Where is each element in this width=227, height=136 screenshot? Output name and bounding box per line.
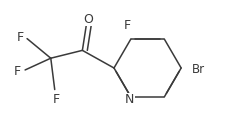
Text: O: O bbox=[83, 13, 93, 26]
Text: F: F bbox=[17, 31, 24, 44]
Text: F: F bbox=[14, 65, 21, 78]
Text: F: F bbox=[53, 93, 60, 106]
Text: N: N bbox=[125, 93, 134, 106]
Text: F: F bbox=[123, 19, 130, 32]
Text: Br: Br bbox=[191, 64, 205, 76]
